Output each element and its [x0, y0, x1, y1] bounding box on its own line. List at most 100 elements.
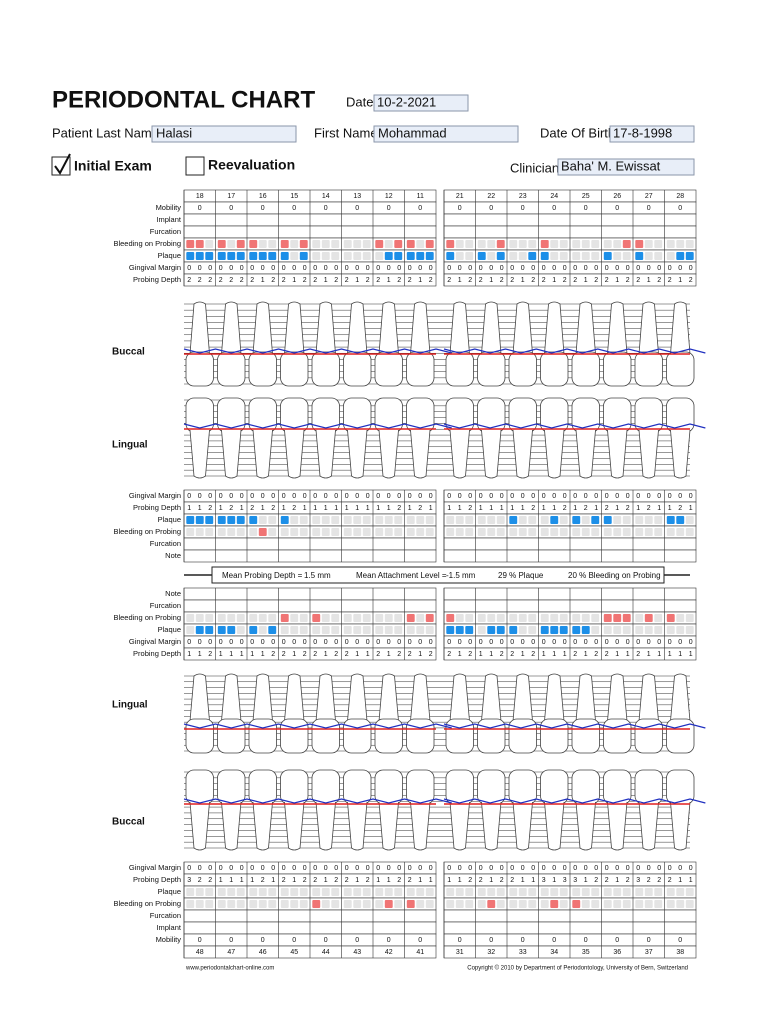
plaque-site — [518, 888, 527, 896]
probing-depth-value: 2 — [678, 505, 682, 512]
bleeding-site — [613, 900, 622, 908]
plaque-site — [635, 626, 644, 634]
plaque-site — [331, 626, 340, 634]
probing-depth-value: 1 — [552, 651, 556, 658]
plaque-site — [268, 626, 277, 634]
probing-depth-value: 1 — [521, 877, 525, 884]
mobility-value: 0 — [678, 205, 682, 212]
plaque-site — [603, 626, 612, 634]
gingival-margin-value: 0 — [584, 865, 588, 872]
probing-depth-value: 2 — [636, 277, 640, 284]
gingival-margin-value: 0 — [324, 639, 328, 646]
gingival-margin-value: 0 — [605, 865, 609, 872]
bleeding-site — [591, 528, 600, 536]
plaque-site — [353, 888, 362, 896]
gingival-margin-value: 0 — [521, 865, 525, 872]
probing-depth-value: 1 — [418, 877, 422, 884]
mean-pd-label: Mean Probing Depth = — [222, 571, 303, 580]
reevaluation-checkbox[interactable] — [185, 156, 205, 176]
date-field[interactable] — [373, 94, 469, 112]
tooth-root — [544, 301, 565, 355]
probing-depth-value: 2 — [397, 505, 401, 512]
bleeding-site — [299, 528, 308, 536]
tooth-crown — [185, 718, 214, 754]
plaque-site — [299, 626, 308, 634]
gingival-margin-value: 0 — [397, 265, 401, 272]
probing-depth-value: 2 — [500, 277, 504, 284]
bleeding-site — [446, 240, 455, 248]
last-name-field[interactable] — [151, 125, 297, 143]
probing-depth-value: 1 — [292, 877, 296, 884]
probing-depth-value: 2 — [376, 277, 380, 284]
plaque-site — [227, 888, 236, 896]
probing-depth-value: 1 — [489, 277, 493, 284]
probing-depth-value: 1 — [240, 651, 244, 658]
row-label: Probing Depth — [133, 875, 181, 884]
plaque-site — [676, 252, 685, 260]
probing-depth-value: 2 — [313, 877, 317, 884]
tooth-crown — [185, 351, 214, 387]
tooth-root — [410, 301, 431, 355]
plaque-summary: 29 % Plaque — [498, 571, 544, 580]
probing-depth-value: 2 — [605, 505, 609, 512]
bleeding-site — [258, 528, 267, 536]
side-label: Lingual — [112, 700, 148, 711]
tooth-crown — [406, 351, 435, 387]
tooth-root — [638, 673, 659, 722]
tooth-crown — [634, 351, 663, 387]
attachment-line — [443, 798, 706, 804]
row-label: Furcation — [150, 601, 181, 610]
plaque-site — [540, 252, 549, 260]
plaque-site — [509, 516, 518, 524]
bleeding-site — [227, 528, 236, 536]
probing-depth-value: 1 — [387, 651, 391, 658]
tooth-number: 25 — [582, 193, 590, 200]
first-name-field[interactable] — [373, 125, 519, 143]
tooth-crown — [248, 397, 277, 433]
probing-depth-value: 1 — [584, 651, 588, 658]
plaque-site — [591, 252, 600, 260]
gingival-margin-value: 0 — [282, 639, 286, 646]
bleeding-site — [331, 528, 340, 536]
bleeding-site — [290, 900, 299, 908]
plaque-site — [465, 626, 474, 634]
probing-depth-value: 2 — [334, 651, 338, 658]
gingival-margin-value: 0 — [489, 265, 493, 272]
gingival-margin-value: 0 — [418, 265, 422, 272]
row-label: Gingival Margin — [129, 263, 181, 272]
probing-depth-value: 2 — [668, 277, 672, 284]
gingival-margin-value: 0 — [479, 639, 483, 646]
probing-depth-value: 1 — [250, 877, 254, 884]
dob-field[interactable] — [609, 125, 695, 143]
probing-depth-value: 1 — [584, 877, 588, 884]
tooth-number: 24 — [550, 193, 558, 200]
probing-depth-value: 2 — [573, 651, 577, 658]
plaque-site — [258, 888, 267, 896]
mobility-value: 0 — [355, 937, 359, 944]
bleeding-site — [603, 614, 612, 622]
probing-depth-value: 1 — [552, 505, 556, 512]
bleeding-site — [394, 614, 403, 622]
plaque-site — [299, 888, 308, 896]
tooth-number: 43 — [353, 949, 361, 956]
probing-depth-value: 2 — [626, 877, 630, 884]
plaque-site — [362, 252, 371, 260]
plaque-site — [236, 626, 245, 634]
bleeding-site — [550, 528, 559, 536]
plaque-site — [195, 626, 204, 634]
gingival-margin-value: 0 — [408, 639, 412, 646]
probing-depth-value: 1 — [521, 277, 525, 284]
gingival-margin-value: 0 — [605, 493, 609, 500]
probing-depth-value: 1 — [479, 505, 483, 512]
bleeding-site — [236, 614, 245, 622]
clinician-field[interactable] — [557, 158, 695, 176]
gingival-margin-value: 0 — [636, 493, 640, 500]
tooth-root — [638, 801, 659, 851]
plaque-site — [603, 516, 612, 524]
tooth-root — [512, 673, 533, 722]
probing-depth-value: 2 — [334, 277, 338, 284]
probing-depth-value: 3 — [573, 877, 577, 884]
mobility-value: 0 — [292, 937, 296, 944]
probing-depth-value: 2 — [531, 505, 535, 512]
plaque-site — [217, 626, 226, 634]
